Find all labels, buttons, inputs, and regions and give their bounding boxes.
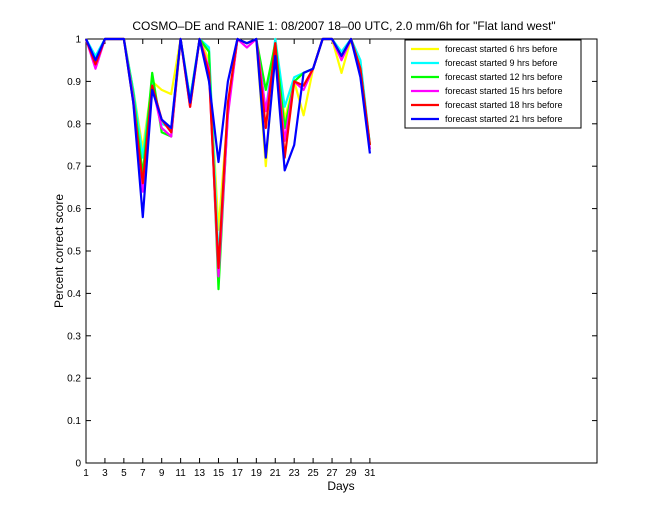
legend-entry: forecast started 12 hrs before [445,72,563,82]
legend-entry: forecast started 6 hrs before [445,44,558,54]
x-tick-label: 9 [159,468,165,479]
legend: forecast started 6 hrs before forecast st… [404,39,582,129]
series-lines [84,37,371,291]
y-tick-label: 0.2 [67,374,81,385]
x-tick-label: 3 [102,468,108,479]
legend-entry: forecast started 9 hrs before [445,58,558,68]
x-tick-label: 25 [308,468,320,479]
y-tick-label: 0.4 [67,289,81,300]
x-tick-label: 17 [232,468,244,479]
x-axis-label: Days [327,479,354,493]
y-tick-label: 0.5 [67,247,81,258]
x-axis: 1 3 5 7 9 11 13 15 17 19 21 23 25 27 29 31 [83,39,376,479]
x-tick-label: 5 [121,468,127,479]
y-tick-label: 0.3 [67,331,81,342]
y-axis: 0 0.1 0.2 0.3 0.4 0.5 0.6 0.7 0.8 0.9 1 [67,35,597,470]
chart-title: COSMO–DE and RANIE 1: 08/2007 18–00 UTC,… [132,19,555,33]
x-tick-label: 15 [213,468,225,479]
x-tick-label: 1 [83,468,89,479]
x-tick-label: 21 [270,468,282,479]
y-axis-label: Percent correct score [52,194,66,308]
x-tick-label: 13 [194,468,206,479]
series-line-6 [84,37,371,219]
x-tick-label: 29 [345,468,357,479]
y-tick-label: 0.8 [67,119,81,130]
x-tick-label: 7 [140,468,146,479]
legend-entry: forecast started 21 hrs before [445,114,563,124]
legend-box [404,39,582,129]
legend-entry: forecast started 18 hrs before [445,100,563,110]
y-tick-label: 1 [75,35,81,46]
x-tick-label: 23 [289,468,301,479]
y-tick-label: 0.6 [67,204,81,215]
y-tick-label: 0.7 [67,162,81,173]
legend-entry: forecast started 15 hrs before [445,86,563,96]
y-tick-label: 0 [75,459,81,470]
y-tick-label: 0.1 [67,416,81,427]
y-tick-label: 0.9 [67,77,81,88]
x-tick-label: 11 [175,468,186,479]
x-tick-label: 27 [326,468,338,479]
x-tick-label: 19 [251,468,263,479]
x-tick-label: 31 [364,468,376,479]
